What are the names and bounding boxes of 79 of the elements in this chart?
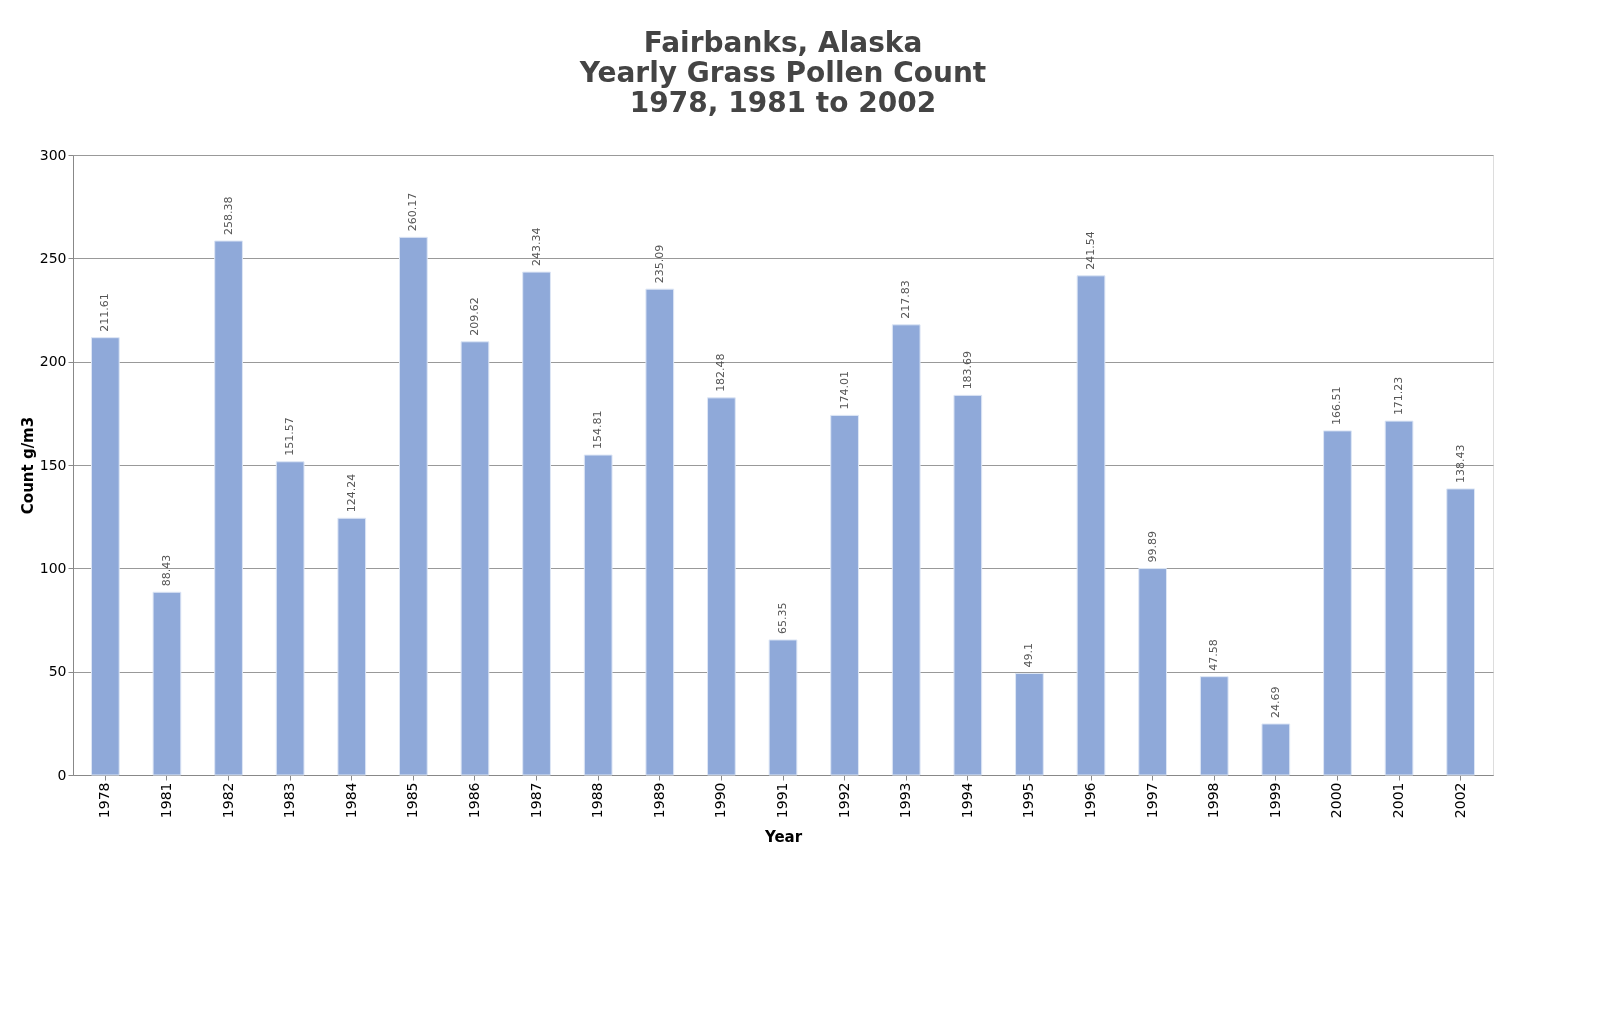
x-tick-label: 1978 [96, 782, 113, 819]
x-tick-label: 1994 [958, 782, 975, 819]
data-label: 171.23 [1392, 376, 1406, 416]
data-label: 47.58 [1207, 639, 1221, 671]
x-tick-label: 1990 [712, 782, 729, 819]
bar [214, 240, 243, 776]
x-tick-label: 1986 [465, 782, 482, 819]
bar [1138, 568, 1167, 776]
y-tick-label: 200 [39, 353, 67, 370]
bar [522, 271, 551, 776]
bar [891, 324, 921, 776]
data-label: 99.89 [1145, 531, 1159, 563]
bar [768, 639, 798, 776]
x-tick-label: 2000 [1328, 782, 1345, 819]
data-label: 154.81 [591, 410, 605, 450]
bar [707, 397, 736, 776]
data-label: 258.38 [221, 196, 235, 236]
bar [337, 517, 367, 776]
bar [1261, 723, 1291, 776]
x-tick-label: 2002 [1451, 782, 1468, 819]
data-label: 209.62 [467, 297, 481, 336]
x-tick-label: 1997 [1143, 782, 1160, 819]
data-label: 88.43 [159, 554, 173, 587]
x-tick-label: 1998 [1205, 782, 1222, 819]
data-label: 24.69 [1268, 686, 1282, 718]
data-label: 260.17 [406, 192, 420, 232]
bar [1015, 673, 1044, 776]
y-tick-label: 0 [57, 766, 67, 783]
data-label: 166.51 [1330, 386, 1344, 425]
bar [460, 341, 490, 776]
y-tick-label: 50 [48, 663, 67, 680]
data-label: 138.43 [1453, 444, 1467, 483]
bar [399, 236, 428, 776]
data-label: 124.24 [344, 473, 358, 513]
y-tick-label: 250 [39, 249, 67, 266]
bar [90, 337, 120, 776]
x-tick-label: 1989 [650, 782, 667, 819]
data-label: 49.1 [1022, 643, 1036, 668]
x-tick-label: 1984 [342, 782, 359, 819]
x-tick-label: 1981 [157, 782, 174, 819]
x-tick-label: 1988 [589, 782, 606, 819]
data-label: 235.09 [652, 244, 666, 284]
bar [1199, 676, 1229, 776]
data-label: 183.69 [960, 350, 974, 390]
x-tick-label: 1999 [1266, 782, 1283, 819]
y-tick-label: 300 [39, 146, 67, 163]
data-label: 182.48 [714, 353, 728, 392]
x-axis-title: Year [763, 828, 803, 847]
data-label: 174.01 [837, 370, 851, 410]
data-label: 211.61 [98, 293, 112, 332]
data-label: 151.57 [283, 417, 297, 456]
bar [1076, 275, 1106, 776]
data-label: 217.83 [899, 280, 913, 319]
bar [1384, 420, 1414, 776]
bar [583, 454, 613, 776]
chart-title: Fairbanks, Alaska Yearly Grass Pollen Count 1978, 1981 to 2002 [578, 26, 987, 119]
bar [275, 461, 305, 776]
data-label: 241.54 [1084, 231, 1098, 270]
bar [152, 591, 182, 776]
bar [645, 288, 675, 776]
x-tick-label: 1983 [281, 782, 298, 819]
x-tick-label: 1987 [527, 782, 544, 819]
y-axis-title: Count g/m3 [18, 416, 37, 515]
x-tick-label: 2001 [1390, 782, 1407, 819]
y-tick-label: 150 [39, 456, 67, 473]
data-label: 65.35 [776, 602, 789, 634]
x-tick-label: 1993 [897, 782, 914, 819]
data-label: 243.34 [529, 227, 543, 267]
x-tick-label: 1995 [1020, 782, 1037, 819]
x-tick-label: 1982 [219, 782, 236, 819]
bar [1323, 430, 1352, 776]
x-tick-label: 1992 [835, 782, 852, 819]
x-tick-label: 1985 [404, 782, 421, 819]
bar [953, 394, 983, 776]
bar [1446, 488, 1476, 776]
x-tick-label: 1996 [1082, 782, 1099, 819]
x-tick-label: 1991 [774, 782, 790, 819]
y-tick-label: 100 [39, 559, 67, 576]
bar [830, 414, 859, 776]
